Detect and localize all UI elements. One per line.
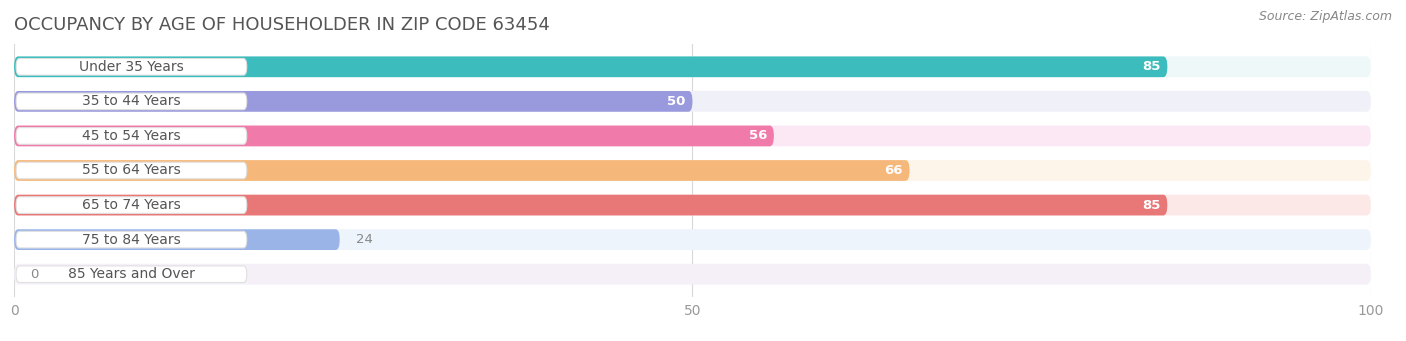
- FancyBboxPatch shape: [14, 125, 773, 146]
- Text: 55 to 64 Years: 55 to 64 Years: [82, 163, 181, 178]
- Text: 45 to 54 Years: 45 to 54 Years: [82, 129, 181, 143]
- FancyBboxPatch shape: [14, 195, 1167, 216]
- Text: 35 to 44 Years: 35 to 44 Years: [82, 94, 181, 108]
- Text: Under 35 Years: Under 35 Years: [79, 60, 184, 74]
- FancyBboxPatch shape: [15, 128, 246, 144]
- FancyBboxPatch shape: [14, 91, 692, 112]
- Text: Source: ZipAtlas.com: Source: ZipAtlas.com: [1258, 10, 1392, 23]
- Text: 24: 24: [356, 233, 373, 246]
- FancyBboxPatch shape: [14, 160, 910, 181]
- Text: 56: 56: [749, 130, 768, 143]
- FancyBboxPatch shape: [15, 162, 246, 179]
- Text: 85 Years and Over: 85 Years and Over: [67, 267, 195, 281]
- FancyBboxPatch shape: [14, 195, 1371, 216]
- Text: 85: 85: [1142, 60, 1160, 73]
- Text: 65 to 74 Years: 65 to 74 Years: [82, 198, 181, 212]
- Text: 85: 85: [1142, 198, 1160, 211]
- Text: OCCUPANCY BY AGE OF HOUSEHOLDER IN ZIP CODE 63454: OCCUPANCY BY AGE OF HOUSEHOLDER IN ZIP C…: [14, 16, 550, 34]
- FancyBboxPatch shape: [14, 229, 1371, 250]
- Text: 66: 66: [884, 164, 903, 177]
- Text: 0: 0: [31, 268, 39, 281]
- FancyBboxPatch shape: [15, 231, 246, 248]
- FancyBboxPatch shape: [14, 229, 340, 250]
- FancyBboxPatch shape: [15, 197, 246, 213]
- FancyBboxPatch shape: [14, 56, 1371, 77]
- FancyBboxPatch shape: [14, 91, 1371, 112]
- FancyBboxPatch shape: [15, 93, 246, 110]
- FancyBboxPatch shape: [14, 264, 1371, 285]
- FancyBboxPatch shape: [14, 56, 1167, 77]
- FancyBboxPatch shape: [14, 125, 1371, 146]
- FancyBboxPatch shape: [15, 59, 246, 75]
- Text: 75 to 84 Years: 75 to 84 Years: [82, 233, 181, 247]
- Text: 50: 50: [668, 95, 686, 108]
- FancyBboxPatch shape: [14, 160, 1371, 181]
- FancyBboxPatch shape: [15, 266, 246, 282]
